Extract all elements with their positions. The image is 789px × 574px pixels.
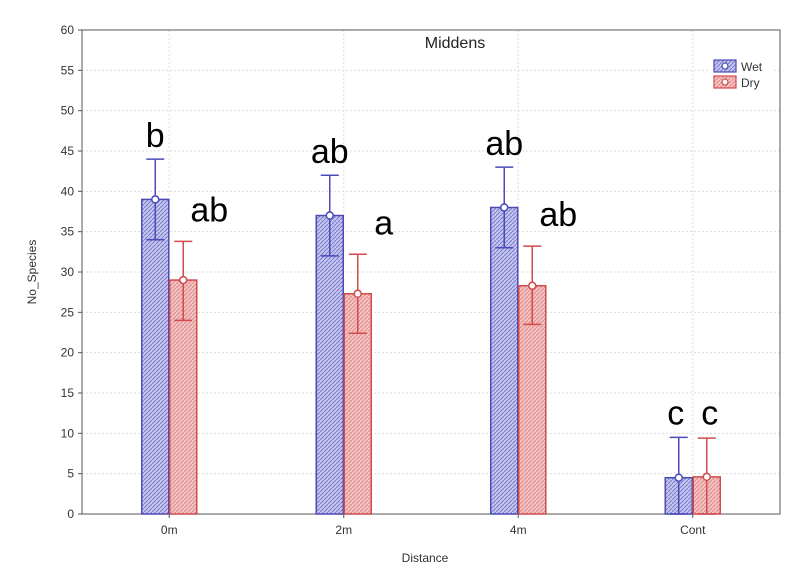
mean-point-wet xyxy=(674,473,683,482)
significance-label-wet: ab xyxy=(485,125,523,163)
y-tick-label: 50 xyxy=(61,104,75,118)
significance-label-dry: ab xyxy=(190,191,228,229)
tick-layer: 0 5 10 15 20 25 30 35 40 45 50 55 60 0m 2m 4m Cont xyxy=(61,23,706,537)
y-tick-label: 10 xyxy=(61,426,75,440)
y-tick-label: 60 xyxy=(61,23,75,37)
x-tick-label: 0m xyxy=(161,523,178,537)
mean-point-wet xyxy=(500,203,509,212)
significance-label-dry: c xyxy=(701,395,718,433)
legend-marker-wet xyxy=(721,62,729,70)
mean-point-dry xyxy=(702,472,711,482)
mean-point-wet xyxy=(325,211,334,220)
y-tick-label: 5 xyxy=(67,467,74,481)
legend-label-dry: Dry xyxy=(741,76,760,90)
significance-label-wet: b xyxy=(146,117,165,155)
significance-label-dry: a xyxy=(374,204,393,242)
y-tick-label: 15 xyxy=(61,386,75,400)
y-tick-label: 35 xyxy=(61,225,75,239)
y-tick-label: 25 xyxy=(61,305,75,319)
chart-title: Middens xyxy=(425,35,485,52)
y-tick-label: 30 xyxy=(61,265,75,279)
y-tick-label: 40 xyxy=(61,184,75,198)
legend-marker-dry xyxy=(721,78,729,86)
significance-label-wet: c xyxy=(667,395,684,433)
y-tick-label: 45 xyxy=(61,144,75,158)
legend: Wet Dry xyxy=(710,56,772,96)
x-axis-title: Distance xyxy=(402,551,449,565)
legend-label-wet: Wet xyxy=(741,60,763,74)
y-axis-title: No_Species xyxy=(25,240,39,305)
significance-label-wet: ab xyxy=(311,133,349,171)
mean-point-dry xyxy=(528,281,537,290)
bar-wet xyxy=(315,214,344,515)
y-tick-label: 20 xyxy=(61,346,75,360)
x-tick-label: Cont xyxy=(680,523,706,537)
y-tick-label: 55 xyxy=(61,63,75,77)
mean-point-dry xyxy=(179,275,188,285)
x-tick-label: 4m xyxy=(510,523,527,537)
x-tick-label: 2m xyxy=(335,523,352,537)
bar-wet xyxy=(141,198,170,515)
mean-point-dry xyxy=(353,289,362,299)
y-tick-label: 0 xyxy=(67,507,74,521)
mean-point-wet xyxy=(151,195,160,204)
bar-wet xyxy=(490,206,519,515)
significance-label-dry: ab xyxy=(539,196,577,234)
